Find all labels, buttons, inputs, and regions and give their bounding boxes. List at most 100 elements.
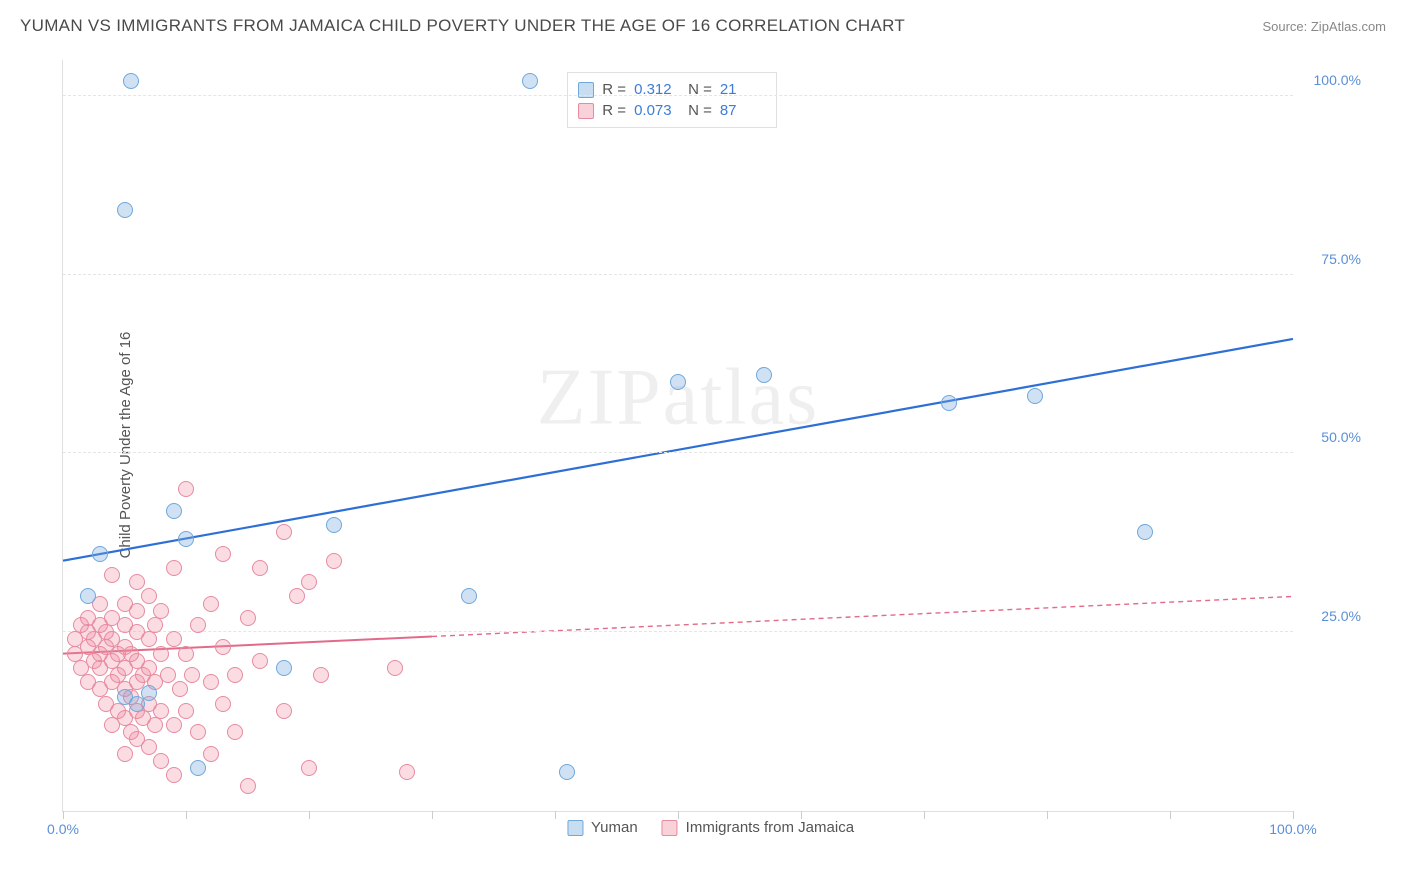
scatter-point: [399, 764, 415, 780]
scatter-point: [240, 610, 256, 626]
scatter-point: [289, 588, 305, 604]
swatch-blue: [567, 820, 583, 836]
scatter-point: [172, 681, 188, 697]
scatter-point: [141, 739, 157, 755]
y-tick-label: 100.0%: [1314, 72, 1361, 88]
scatter-point: [227, 667, 243, 683]
scatter-point: [240, 778, 256, 794]
x-tick: [1170, 811, 1171, 819]
scatter-point: [166, 631, 182, 647]
chart-container: Child Poverty Under the Age of 16 ZIPatl…: [50, 48, 1371, 842]
scatter-point: [147, 717, 163, 733]
scatter-point: [166, 767, 182, 783]
x-tick: [801, 811, 802, 819]
legend-stats: R = 0.312 N = 21 R = 0.073 N = 87: [567, 72, 777, 128]
scatter-point: [153, 646, 169, 662]
scatter-point: [1027, 388, 1043, 404]
scatter-point: [276, 660, 292, 676]
scatter-point: [80, 588, 96, 604]
scatter-point: [153, 753, 169, 769]
scatter-point: [147, 617, 163, 633]
header: YUMAN VS IMMIGRANTS FROM JAMAICA CHILD P…: [20, 16, 1386, 36]
scatter-point: [301, 574, 317, 590]
scatter-point: [178, 646, 194, 662]
gridline: [63, 274, 1293, 275]
scatter-point: [184, 667, 200, 683]
scatter-point: [129, 603, 145, 619]
scatter-point: [190, 617, 206, 633]
scatter-point: [461, 588, 477, 604]
scatter-point: [141, 588, 157, 604]
plot-area: ZIPatlas R = 0.312 N = 21 R = 0.073 N = …: [62, 60, 1293, 812]
x-tick: [555, 811, 556, 819]
scatter-point: [166, 560, 182, 576]
scatter-point: [756, 367, 772, 383]
scatter-point: [117, 202, 133, 218]
scatter-point: [92, 546, 108, 562]
swatch-pink: [662, 820, 678, 836]
scatter-point: [326, 553, 342, 569]
scatter-point: [313, 667, 329, 683]
scatter-point: [559, 764, 575, 780]
legend-item-pink: Immigrants from Jamaica: [662, 819, 854, 836]
chart-title: YUMAN VS IMMIGRANTS FROM JAMAICA CHILD P…: [20, 16, 905, 36]
scatter-point: [252, 560, 268, 576]
scatter-point: [522, 73, 538, 89]
gridline: [63, 95, 1293, 96]
scatter-point: [276, 703, 292, 719]
scatter-point: [141, 631, 157, 647]
scatter-point: [1137, 524, 1153, 540]
scatter-point: [129, 574, 145, 590]
n-value-pink: 87: [720, 102, 766, 119]
x-tick: [924, 811, 925, 819]
scatter-point: [215, 696, 231, 712]
x-tick: [1293, 811, 1294, 819]
trend-lines: [63, 60, 1293, 811]
x-tick: [309, 811, 310, 819]
y-tick-label: 75.0%: [1321, 251, 1361, 267]
x-tick: [63, 811, 64, 819]
scatter-point: [166, 503, 182, 519]
x-tick: [1047, 811, 1048, 819]
scatter-point: [215, 546, 231, 562]
scatter-point: [203, 596, 219, 612]
scatter-point: [166, 717, 182, 733]
gridline: [63, 631, 1293, 632]
scatter-point: [178, 703, 194, 719]
scatter-point: [153, 703, 169, 719]
legend-item-blue: Yuman: [567, 819, 638, 836]
scatter-point: [203, 746, 219, 762]
scatter-point: [141, 685, 157, 701]
x-tick: [432, 811, 433, 819]
scatter-point: [190, 760, 206, 776]
scatter-point: [301, 760, 317, 776]
scatter-point: [153, 603, 169, 619]
x-tick-label: 100.0%: [1269, 821, 1316, 837]
gridline: [63, 452, 1293, 453]
legend-label-pink: Immigrants from Jamaica: [686, 819, 854, 836]
scatter-point: [123, 73, 139, 89]
trend-line: [63, 339, 1293, 561]
legend-stats-row-pink: R = 0.073 N = 87: [578, 100, 766, 121]
scatter-point: [178, 531, 194, 547]
scatter-point: [941, 395, 957, 411]
r-value-pink: 0.073: [634, 102, 680, 119]
r-label: R =: [602, 102, 626, 119]
scatter-point: [227, 724, 243, 740]
scatter-point: [326, 517, 342, 533]
scatter-point: [104, 567, 120, 583]
scatter-point: [252, 653, 268, 669]
scatter-point: [178, 481, 194, 497]
n-label: N =: [688, 102, 712, 119]
source-label: Source: ZipAtlas.com: [1262, 19, 1386, 34]
swatch-pink: [578, 103, 594, 119]
scatter-point: [276, 524, 292, 540]
scatter-point: [203, 674, 219, 690]
scatter-point: [215, 639, 231, 655]
x-tick-label: 0.0%: [47, 821, 79, 837]
legend-bottom: Yuman Immigrants from Jamaica: [567, 819, 854, 836]
scatter-point: [670, 374, 686, 390]
x-tick: [186, 811, 187, 819]
legend-stats-row-blue: R = 0.312 N = 21: [578, 79, 766, 100]
scatter-point: [117, 746, 133, 762]
